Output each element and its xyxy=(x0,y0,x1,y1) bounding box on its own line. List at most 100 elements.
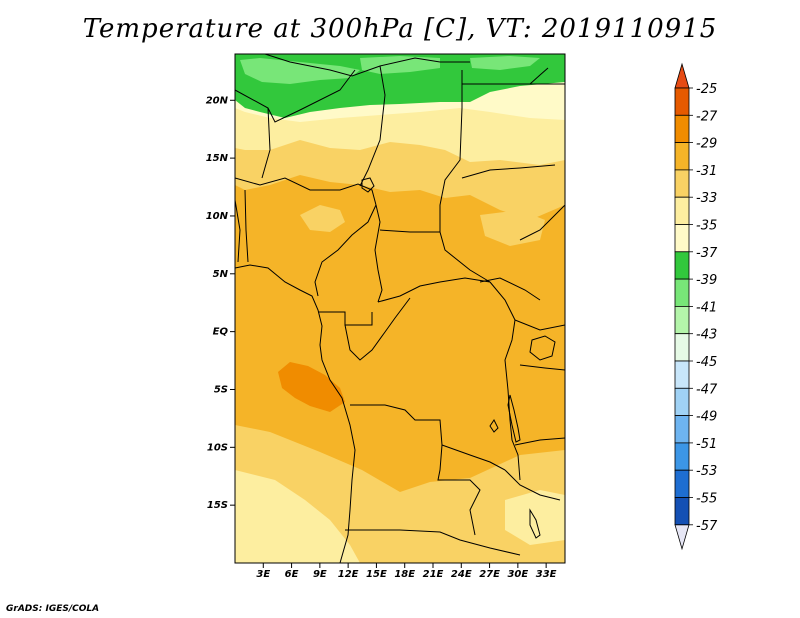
border-sahara-north xyxy=(235,69,356,123)
colorbar-swatch xyxy=(674,196,690,225)
colorbar-label: -35 xyxy=(696,219,717,234)
border-kenya-tanz xyxy=(519,364,565,371)
border-namibia xyxy=(345,529,521,556)
chart-title: Temperature at 300hPa [C], VT: 201911091… xyxy=(82,14,718,44)
border-niger-chad xyxy=(359,65,386,187)
colorbar-swatch xyxy=(674,278,690,307)
colorbar-top-arrow xyxy=(674,62,690,89)
colorbar-label: -31 xyxy=(696,164,717,179)
border-benin-togo xyxy=(244,189,249,263)
colorbar-swatch xyxy=(674,415,690,444)
field-band-39-41-center xyxy=(360,56,440,74)
temperature-field xyxy=(235,54,565,563)
border-car-south xyxy=(377,277,491,303)
colorbar-swatch xyxy=(674,251,690,280)
colorbar-swatch xyxy=(674,497,690,526)
colorbar-label: -57 xyxy=(696,519,718,534)
border-ssudan-drc xyxy=(479,277,541,301)
colorbar-swatch xyxy=(674,169,690,198)
colorbar-swatch xyxy=(674,387,690,416)
coastline-west xyxy=(235,264,356,563)
colorbar-swatch xyxy=(674,333,690,362)
lon-label: 3E xyxy=(256,569,270,580)
lake-tanganyika xyxy=(507,394,521,443)
border-sudan-ssudan xyxy=(461,164,556,179)
colorbar-label: -51 xyxy=(696,437,717,452)
lon-label: 30E xyxy=(507,569,528,580)
lat-label: 10S xyxy=(207,442,228,453)
lat-label: 15S xyxy=(207,500,228,511)
border-red-sea xyxy=(529,67,549,85)
colorbar-swatch xyxy=(674,224,690,253)
lon-label: 15E xyxy=(366,569,387,580)
border-libya-chad xyxy=(264,54,470,77)
field-band-33-35-south xyxy=(235,470,360,563)
field-patch-31-33-b xyxy=(480,210,545,246)
lat-label: 20N xyxy=(206,95,229,106)
field-band-39-41-east xyxy=(470,56,540,70)
border-mali-niger xyxy=(261,107,271,179)
colorbar-swatch xyxy=(674,442,690,471)
colorbar-swatch xyxy=(674,305,690,335)
lake-mweru xyxy=(489,419,499,433)
border-drc-east xyxy=(489,281,521,481)
colorbar-swatch xyxy=(674,87,690,116)
colorbar-swatch xyxy=(674,360,690,389)
colorbar: -25 -27 -29 -31 -33 -35 -37 -39 -41 -43 -45 -47 -49 -… xyxy=(674,62,718,551)
field-band-27-29 xyxy=(278,362,345,412)
colorbar-label: -49 xyxy=(696,410,717,425)
border-chad-car xyxy=(379,229,440,233)
map-axes: 20N 15N 10N 5N EQ 5S 10S 15S 3E 6E 9E 12E 15E 18E 21E 2… xyxy=(206,95,557,580)
lon-label: 18E xyxy=(394,569,415,580)
field-patch-31-33-a xyxy=(300,205,345,232)
colorbar-label: -41 xyxy=(696,300,717,315)
border-angola-north xyxy=(350,404,506,471)
border-ethiopia xyxy=(519,204,565,241)
colorbar-label: -33 xyxy=(696,191,717,206)
map-frame xyxy=(234,53,566,564)
border-cameroon-car xyxy=(374,204,383,303)
lake-victoria xyxy=(529,335,556,361)
colorbar-label: -43 xyxy=(696,328,717,343)
country-borders xyxy=(235,54,565,563)
border-zambia xyxy=(504,469,561,501)
colorbar-label: -29 xyxy=(696,137,717,152)
field-band-39-41-west xyxy=(240,58,360,84)
colorbar-label: -27 xyxy=(696,109,718,124)
lon-label: 33E xyxy=(536,569,557,580)
colorbar-swatch xyxy=(674,469,690,498)
lon-label: 21E xyxy=(423,569,444,580)
colorbar-swatch xyxy=(674,114,690,144)
border-nigeria-cameroon xyxy=(314,204,377,297)
border-angola-east xyxy=(437,444,481,536)
colorbar-swatch xyxy=(674,142,690,171)
lat-label: 10N xyxy=(206,211,229,222)
colorbar-bottom-arrow xyxy=(674,524,690,551)
lake-malawi xyxy=(529,508,541,539)
border-nigeria-north xyxy=(235,177,377,206)
lat-label: 5S xyxy=(214,384,228,395)
border-ghana xyxy=(235,199,241,263)
border-uganda xyxy=(514,319,565,331)
colorbar-label: -45 xyxy=(696,355,717,370)
colorbar-label: -25 xyxy=(696,82,717,97)
colorbar-label: -53 xyxy=(696,464,717,479)
border-congo xyxy=(344,297,411,361)
lon-label: 12E xyxy=(338,569,359,580)
lon-label: 9E xyxy=(313,569,327,580)
lon-label: 27E xyxy=(479,569,500,580)
border-tanz-zambia xyxy=(514,437,565,446)
lat-label: 15N xyxy=(206,153,229,164)
colorbar-label: -55 xyxy=(696,492,717,507)
colorbar-label: -39 xyxy=(696,273,717,288)
lon-label: 6E xyxy=(285,569,299,580)
colorbar-label: -37 xyxy=(696,246,718,261)
colorbar-label: -47 xyxy=(696,382,718,397)
grads-credit: GrADS: IGES/COLA xyxy=(6,604,100,614)
lake-chad xyxy=(361,177,375,193)
lon-label: 24E xyxy=(451,569,472,580)
lat-label: EQ xyxy=(213,327,229,338)
border-chad-sudan xyxy=(439,70,491,283)
lat-label: 5N xyxy=(213,269,229,280)
